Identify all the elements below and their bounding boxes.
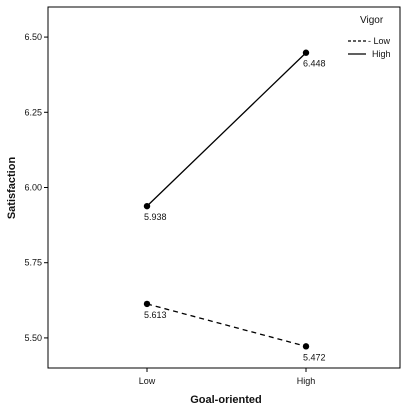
data-point-low bbox=[302, 343, 310, 350]
data-label-low: 5.472 bbox=[303, 352, 326, 362]
data-label-high: 5.938 bbox=[144, 212, 167, 222]
series-line-low bbox=[146, 303, 307, 347]
plot-frame bbox=[47, 6, 401, 369]
data-point-high bbox=[302, 49, 310, 56]
y-tick-label: 6.00 bbox=[24, 183, 42, 193]
data-label-high: 6.448 bbox=[303, 59, 326, 69]
data-point-high bbox=[143, 202, 151, 210]
data-label-low: 5.613 bbox=[144, 310, 167, 320]
x-tick-label: High bbox=[297, 376, 316, 386]
y-axis-title: Satisfaction bbox=[6, 157, 18, 220]
y-tick-label: 6.50 bbox=[24, 32, 42, 42]
legend-title: Vigor bbox=[360, 15, 384, 26]
legend: Vigor - Low High bbox=[348, 15, 391, 59]
y-tick-label: 5.50 bbox=[24, 333, 42, 343]
x-axis-title: Goal-oriented bbox=[190, 394, 262, 406]
series-line-high bbox=[146, 52, 307, 207]
y-tick-label: 5.75 bbox=[24, 258, 42, 268]
y-tick-label: 6.25 bbox=[24, 107, 42, 117]
y-axis-ticks: 5.50 5.75 6.00 6.25 6.50 bbox=[24, 32, 48, 343]
x-axis-ticks: Low High bbox=[139, 368, 316, 386]
legend-label-low: - Low bbox=[368, 36, 391, 46]
legend-label-high: High bbox=[372, 49, 391, 59]
x-tick-label: Low bbox=[139, 376, 156, 386]
series-layer: 5.613 5.472 5.938 6.448 bbox=[143, 49, 326, 362]
data-point-low bbox=[143, 300, 151, 308]
